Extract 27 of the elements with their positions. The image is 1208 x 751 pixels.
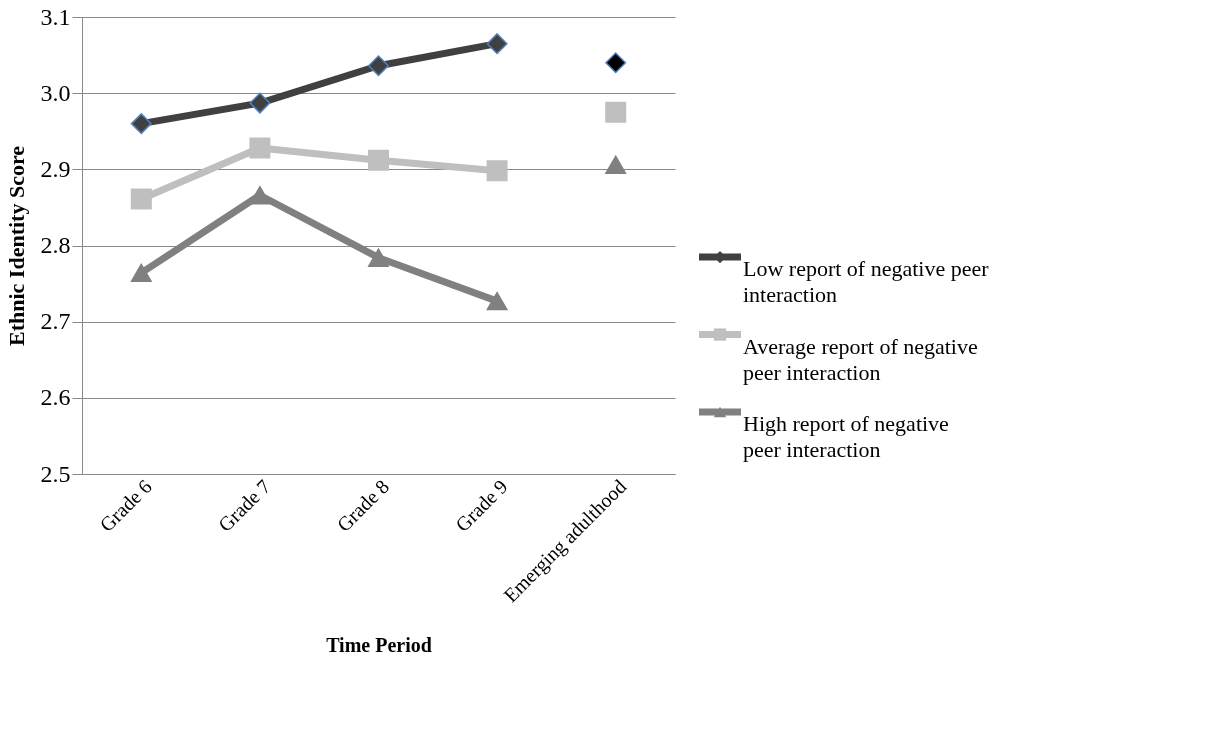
point bbox=[249, 137, 271, 159]
point bbox=[368, 55, 389, 77]
point bbox=[368, 248, 389, 267]
point bbox=[605, 101, 627, 123]
y-axis-title: Ethnic Identity Score bbox=[3, 145, 29, 347]
y-tick-label: 2.5 bbox=[40, 460, 71, 487]
point bbox=[486, 291, 508, 311]
x-axis-title: Time Period bbox=[326, 634, 432, 657]
point bbox=[605, 155, 627, 174]
point bbox=[486, 33, 508, 55]
y-tick-label: 2.7 bbox=[40, 308, 71, 335]
point bbox=[368, 149, 389, 171]
point bbox=[249, 186, 271, 205]
y-tick-label: 2.8 bbox=[40, 232, 71, 258]
point bbox=[130, 188, 152, 210]
point bbox=[130, 113, 152, 135]
legend-label: High report of negative peer interaction bbox=[743, 411, 949, 463]
y-tick-label: 3.0 bbox=[40, 79, 71, 106]
y-tick-label: 3.1 bbox=[40, 3, 71, 30]
point bbox=[486, 160, 508, 182]
y-tick-label: 2.6 bbox=[40, 384, 71, 411]
y-tick-label: 2.9 bbox=[40, 155, 71, 182]
point bbox=[605, 52, 627, 74]
legend-label: Average report of negative peer interaction bbox=[743, 333, 978, 385]
point bbox=[249, 92, 271, 114]
point bbox=[130, 263, 152, 283]
legend-label: Low report of negative peer interaction bbox=[743, 256, 990, 308]
